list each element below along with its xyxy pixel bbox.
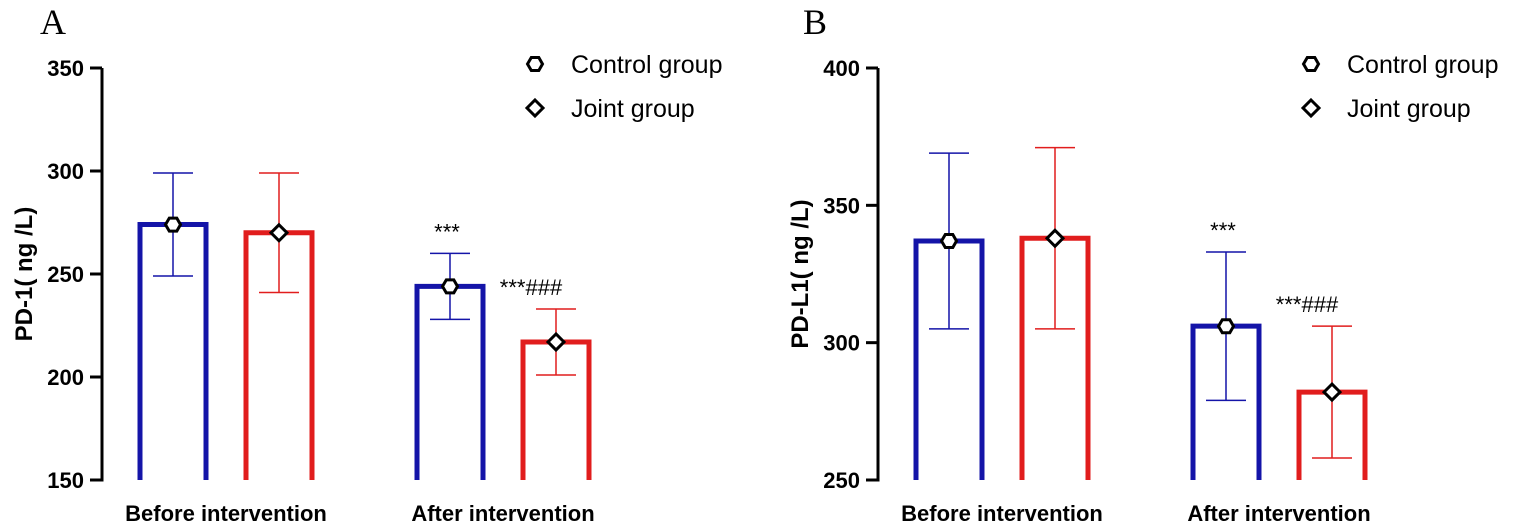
data-point-diamond — [1044, 228, 1066, 249]
legend: Control group Joint group — [1300, 51, 1498, 123]
y-tick-label: 350 — [47, 56, 84, 81]
panel-label: A — [40, 2, 66, 42]
y-tick-label: 300 — [47, 159, 84, 184]
significance-annotation: *** — [1210, 218, 1236, 243]
legend-label: Control group — [571, 51, 722, 79]
legend: Control group Joint group — [524, 51, 722, 123]
y-axis-title: PD-L1( ng /L) — [787, 199, 814, 348]
x-category-label: After intervention — [411, 501, 594, 526]
significance-annotation: ***### — [1276, 292, 1339, 317]
data-point-hexagon — [939, 233, 959, 249]
significance-annotation: *** — [434, 219, 460, 244]
x-category-label: Before intervention — [901, 501, 1103, 526]
diamond-legend-icon — [524, 97, 546, 119]
significance-annotation: ***### — [500, 275, 563, 300]
legend-label: Joint group — [1347, 95, 1471, 123]
hexagon-legend-icon — [525, 56, 545, 72]
x-category-label: Before intervention — [125, 501, 327, 526]
data-point-diamond — [1321, 381, 1343, 403]
panel-label: B — [803, 2, 827, 42]
y-tick-label: 250 — [47, 262, 84, 287]
chart-panel-b: B 250 300 350 400 PD-L1( ng /L) Before interve… — [787, 2, 1498, 526]
x-category-label: After intervention — [1187, 501, 1370, 526]
data-point-hexagon — [440, 278, 460, 295]
y-tick-label: 300 — [823, 331, 860, 356]
data-point-diamond — [545, 331, 567, 353]
y-tick-label: 150 — [47, 468, 84, 493]
data-point-hexagon — [163, 216, 183, 233]
data-point-diamond — [268, 222, 290, 243]
hexagon-legend-icon — [1301, 56, 1321, 72]
legend-label: Joint group — [571, 95, 695, 123]
y-tick-label: 250 — [823, 468, 860, 493]
legend-label: Control group — [1347, 51, 1498, 79]
chart-panel-a: A 150 200 250 300 350 PD-1( ng /L) Before inter… — [11, 2, 722, 526]
y-tick-label: 400 — [823, 56, 860, 81]
y-tick-label: 200 — [47, 365, 84, 390]
diamond-legend-icon — [1300, 97, 1322, 119]
y-axis-title: PD-1( ng /L) — [11, 207, 38, 342]
y-tick-label: 350 — [823, 193, 860, 218]
data-point-hexagon — [1216, 318, 1236, 335]
